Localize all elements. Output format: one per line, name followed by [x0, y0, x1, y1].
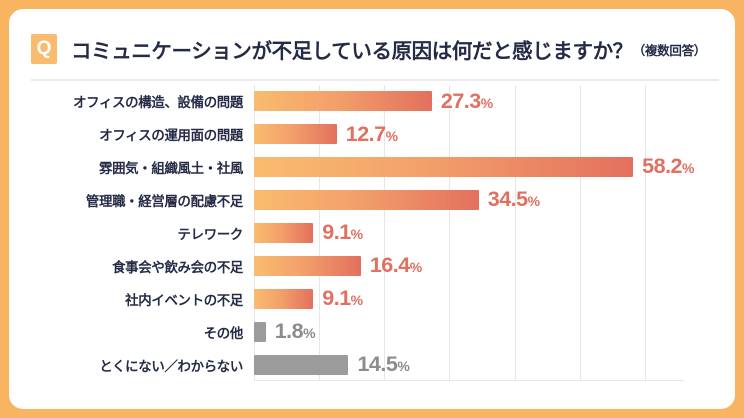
value-number: 16.4 [369, 253, 410, 278]
value-label: 14.5% [357, 351, 410, 376]
question-badge: Q [31, 34, 57, 64]
axis-baseline [254, 380, 684, 381]
percent-symbol: % [350, 226, 363, 243]
category-label: とくにない／わからない [99, 358, 243, 374]
category-label: 食事会や飲み会の不足 [112, 259, 243, 275]
percent-symbol: % [480, 94, 493, 111]
value-label: 16.4% [369, 253, 422, 278]
question-note: （複数回答） [632, 43, 707, 58]
category-label: その他 [203, 325, 244, 341]
bar [254, 124, 337, 145]
bar-row: オフィスの運用面の問題 12.7% [99, 118, 684, 151]
value-number: 14.5 [357, 351, 398, 376]
percent-symbol: % [397, 357, 410, 374]
bar [254, 288, 314, 309]
bar-row: 食事会や飲み会の不足 16.4% [112, 249, 684, 282]
value-label: 58.2% [642, 156, 694, 178]
value-label: 12.7% [345, 121, 398, 146]
survey-card: Q コミュニケーションが不足している原因は何だと感じますか？ （複数回答） オフ… [9, 9, 735, 409]
bar [254, 157, 634, 178]
category-label: オフィスの運用面の問題 [99, 128, 243, 144]
gridline [514, 85, 516, 381]
value-label: 34.5% [488, 189, 540, 211]
value-number: 58.2 [642, 154, 683, 179]
bar-row: テレワーク 9.1% [178, 217, 684, 250]
bar-row: 社内イベントの不足 9.1% [125, 282, 684, 315]
page-title: コミュニケーションが不足している原因は何だと感じますか？ [71, 40, 633, 63]
value-label: 9.1% [322, 220, 363, 245]
value-number: 27.3 [440, 88, 481, 113]
value-number: 9.1 [322, 220, 351, 245]
percent-symbol: % [350, 292, 363, 309]
percent-symbol: % [303, 324, 316, 341]
percent-symbol: % [527, 193, 540, 210]
category-label: 管理職・経営層の配慮不足 [85, 194, 243, 210]
question-header: Q コミュニケーションが不足している原因は何だと感じますか？ （複数回答） [31, 29, 719, 81]
value-number: 9.1 [322, 286, 351, 311]
bar [254, 91, 432, 112]
value-label: 27.3% [440, 88, 493, 113]
category-label: テレワーク [177, 226, 244, 242]
bar [254, 255, 361, 276]
gridline [579, 85, 581, 381]
percent-symbol: % [409, 259, 422, 276]
category-label: 雰囲気・組織風土・社風 [99, 161, 243, 177]
plot-area: オフィスの構造、設備の問題 27.3% オフィスの運用面の問題 12.7% 雰囲気・組織… [73, 85, 694, 381]
bar-chart: オフィスの構造、設備の問題 27.3% オフィスの運用面の問題 12.7% 雰囲気・組織… [9, 85, 735, 385]
bar [254, 321, 266, 342]
gridline [644, 85, 646, 381]
percent-symbol: % [682, 160, 695, 177]
percent-symbol: % [385, 127, 398, 144]
category-label: オフィスの構造、設備の問題 [73, 95, 243, 111]
value-label: 9.1% [322, 286, 363, 311]
bar [254, 190, 479, 211]
category-label: 社内イベントの不足 [125, 292, 243, 308]
value-number: 34.5 [487, 187, 528, 212]
bar-row: オフィスの構造、設備の問題 27.3% [73, 85, 684, 118]
bar-row: とくにない／わからない 14.5% [99, 348, 684, 381]
gridline [384, 85, 386, 381]
bar-row: 管理職・経営層の配慮不足 34.5% [86, 184, 684, 217]
bar-row: 雰囲気・組織風土・社風 58.2% [99, 151, 694, 184]
value-number: 12.7 [345, 121, 386, 146]
bar-row: その他 1.8% [204, 315, 684, 348]
value-label: 1.8% [274, 318, 316, 343]
gridline [449, 85, 451, 381]
bar [254, 354, 349, 375]
value-number: 1.8 [274, 318, 304, 343]
bar [254, 222, 314, 243]
gridline [319, 85, 321, 381]
